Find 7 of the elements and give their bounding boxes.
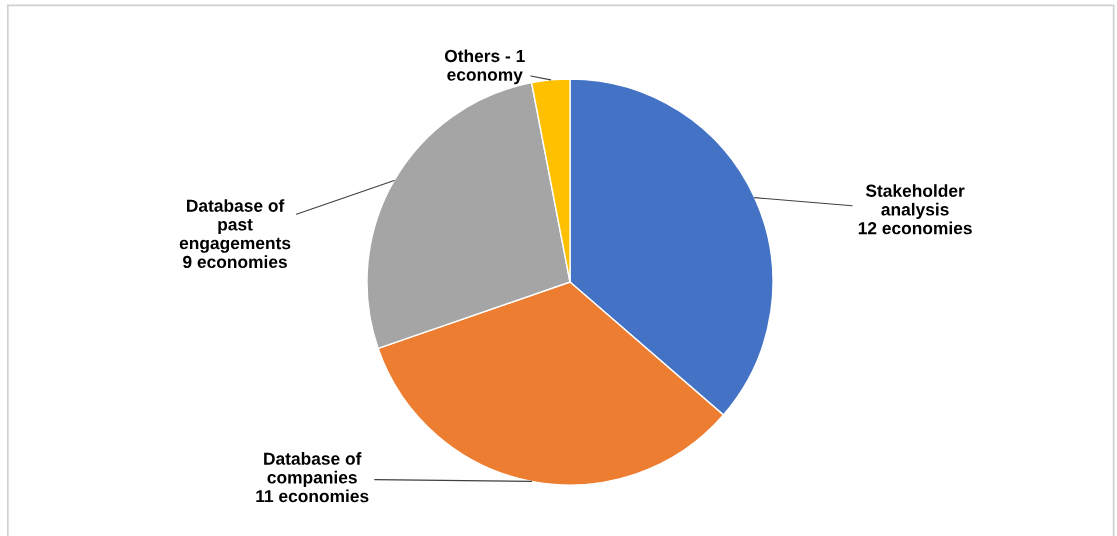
data-label: 9 economies <box>183 255 287 269</box>
data-label: 12 economies <box>858 221 972 235</box>
slice-label: Stakeholder analysis <box>865 184 965 220</box>
slice-label: Database of companies <box>264 452 362 487</box>
data-label: 11 economies <box>256 489 369 503</box>
slice-label: Database of past engagements <box>179 199 291 253</box>
slice-label: Others - 1 economy <box>444 49 525 85</box>
